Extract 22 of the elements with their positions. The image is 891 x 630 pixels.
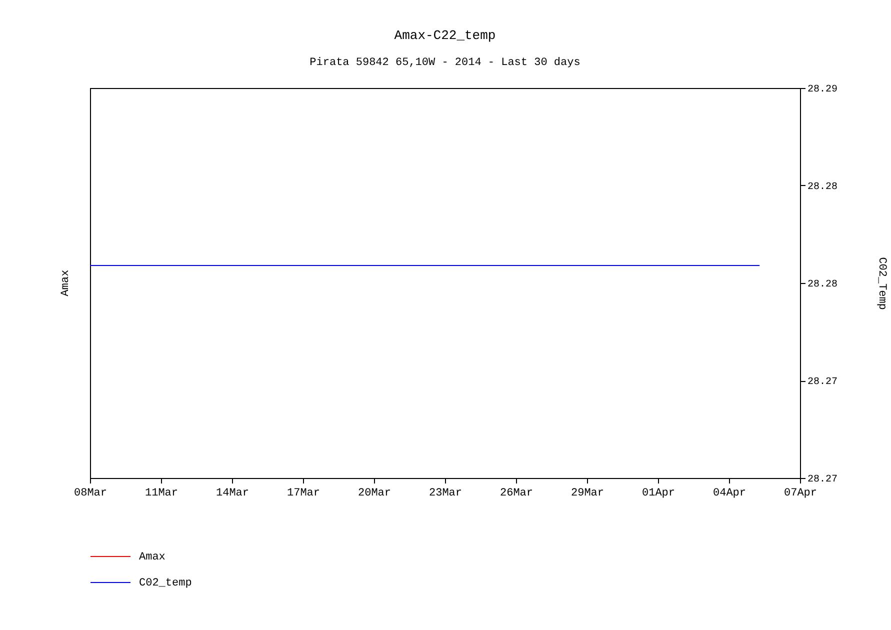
y2-tick-label: 28.29	[808, 84, 838, 96]
y2-tick-label: 28.27	[808, 474, 838, 486]
legend-label: C02_temp	[139, 578, 192, 590]
x-tick-label: 07Apr	[784, 488, 818, 500]
x-tick-label: 23Mar	[428, 488, 462, 500]
y-axis-title: Amax	[60, 269, 72, 296]
x-tick-label: 01Apr	[642, 488, 676, 500]
x-tick-label: 14Mar	[216, 488, 250, 500]
x-tick-label: 04Apr	[712, 488, 746, 500]
y2-tick-label: 28.27	[808, 377, 838, 388]
chart-title: Amax-C22_temp	[394, 28, 496, 43]
x-tick-label: 17Mar	[286, 488, 320, 500]
x-tick-label: 11Mar	[144, 488, 178, 500]
y2-tick-label: 28.28	[808, 182, 838, 193]
x-tick-label: 08Mar	[74, 488, 108, 500]
legend-label: Amax	[139, 552, 166, 564]
x-tick-label: 26Mar	[500, 488, 534, 500]
chart-subtitle: Pirata 59842 65,10W - 2014 - Last 30 days	[310, 57, 580, 69]
y2-axis-title: C02_Temp	[876, 257, 888, 310]
y2-tick-label: 28.28	[808, 280, 838, 290]
x-tick-label: 29Mar	[570, 488, 604, 500]
x-tick-label: 20Mar	[358, 488, 392, 500]
